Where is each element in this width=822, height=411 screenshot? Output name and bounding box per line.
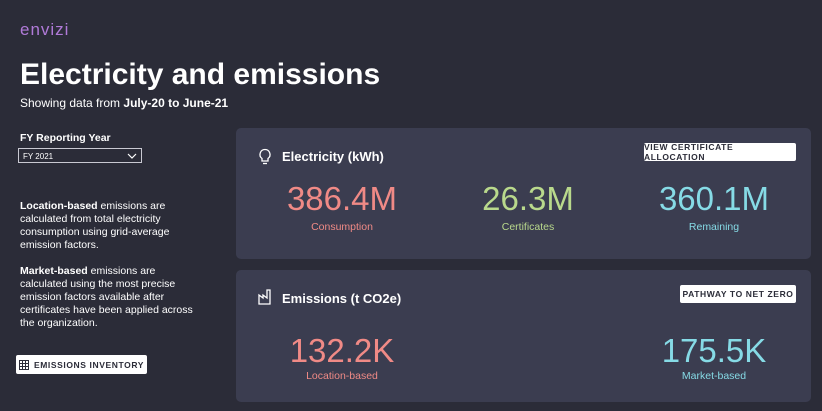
subtitle-prefix: Showing data from	[20, 96, 121, 110]
metric-label: Certificates	[501, 221, 555, 233]
note-text: emissions are calculated using the most …	[20, 265, 193, 329]
note: Location-based emissions are calculated …	[20, 200, 198, 252]
filter-value: FY 2021	[23, 152, 54, 161]
metric-label: Remaining	[688, 221, 740, 233]
bulb-icon	[259, 148, 271, 165]
note-text: emissions are calculated from total elec…	[20, 200, 170, 251]
metric-label: Market-based	[681, 370, 747, 382]
subtitle: Showing data from July-20 to June-21	[20, 96, 228, 110]
subtitle-period: July-20 to June-21	[123, 96, 229, 110]
page-title: Electricity and emissions	[20, 58, 381, 91]
factory-icon	[258, 289, 271, 305]
view-certificate-button[interactable]: VIEW CERTIFICATE ALLOCATION	[644, 142, 796, 162]
dropdown-arrow	[127, 153, 137, 159]
metric-value: 26.3M	[482, 180, 574, 217]
metric-label: Consumption	[311, 221, 373, 233]
note-bold: Market-based	[20, 265, 88, 277]
brand-logo: envizi	[20, 20, 70, 39]
note-bold: Location-based	[20, 200, 98, 212]
metric-value: 360.1M	[658, 180, 770, 217]
metric-value: 386.4M	[286, 180, 398, 217]
emissions-card: Emissions (t CO2e) PATHWAY TO NET ZERO 1…	[236, 270, 811, 402]
filter-select[interactable]: FY 2021	[18, 148, 142, 163]
metric-value: 175.5K	[661, 332, 767, 369]
metric-label: Location-based	[306, 370, 378, 382]
emissions-inventory-button[interactable]: EMISSIONS INVENTORY	[16, 355, 147, 374]
button-label: VIEW CERTIFICATE ALLOCATION	[644, 142, 734, 162]
button-label: PATHWAY TO NET ZERO	[682, 289, 794, 299]
card-title: Electricity (kWh)	[282, 149, 384, 164]
grid-icon	[18, 359, 29, 370]
pathway-button[interactable]: PATHWAY TO NET ZERO	[680, 285, 796, 303]
card-title: Emissions (t CO2e)	[282, 291, 402, 306]
button-label: EMISSIONS INVENTORY	[33, 359, 145, 370]
electricity-card: Electricity (kWh) VIEW CERTIFICATE ALLOC…	[236, 128, 811, 259]
note: Market-based emissions are calculated us…	[20, 265, 198, 330]
metric-value: 132.2K	[289, 332, 395, 369]
filter-label: FY Reporting Year	[20, 132, 111, 144]
